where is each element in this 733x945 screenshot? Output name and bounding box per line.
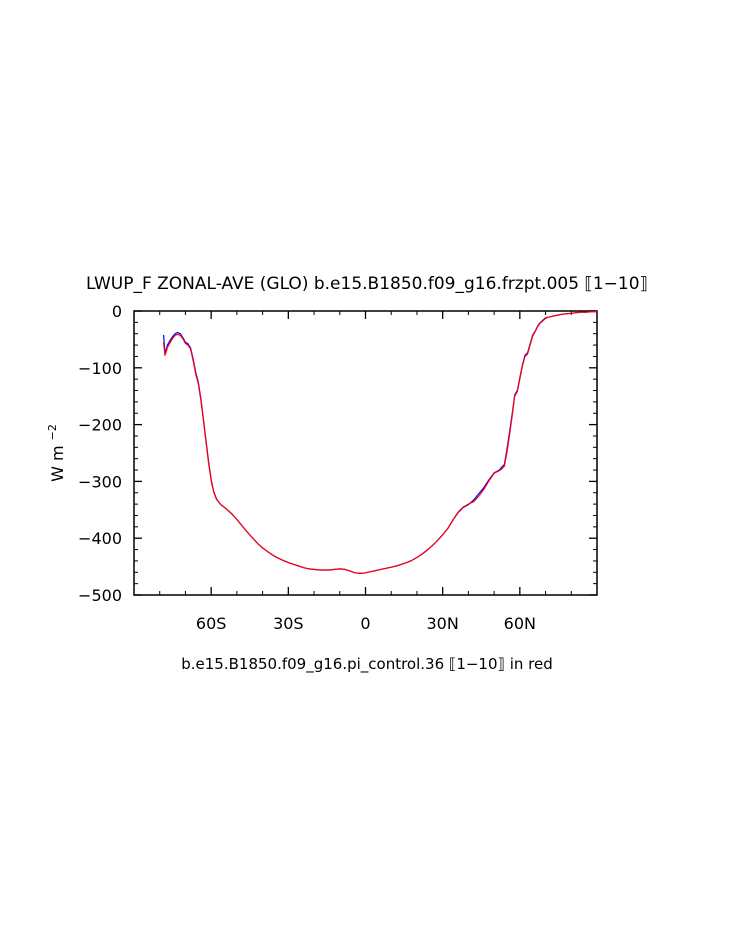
series-line-0 [163, 311, 597, 574]
x-tick-label: 30N [427, 614, 459, 633]
x-tick-label: 60S [196, 614, 227, 633]
y-tick-label: −400 [78, 529, 122, 548]
y-tick-label: −300 [78, 472, 122, 491]
axis-ticks [134, 310, 597, 596]
x-tick-labels: 60S 30S 0 30N 60N [196, 614, 536, 633]
x-tick-label: 0 [360, 614, 370, 633]
y-tick-label: −200 [78, 416, 122, 435]
x-tick-label: 30S [273, 614, 304, 633]
series-line-1 [163, 311, 597, 574]
y-tick-labels: 0 −100 −200 −300 −400 −500 [78, 302, 122, 605]
y-tick-label: −100 [78, 359, 122, 378]
y-tick-label: −500 [78, 586, 122, 605]
y-axis-label: W m −2 [46, 424, 67, 482]
y-axis-label-exponent: −2 [46, 424, 59, 440]
series-lines [163, 311, 597, 574]
y-tick-label: 0 [112, 302, 122, 321]
chart-title: LWUP_F ZONAL-AVE (GLO) b.e15.B1850.f09_g… [86, 274, 648, 294]
x-tick-label: 60N [504, 614, 536, 633]
y-axis-label-text: W m [48, 445, 67, 482]
chart-caption: b.e15.B1850.f09_g16.pi_control.36 ⟦1−10⟧… [181, 655, 553, 674]
